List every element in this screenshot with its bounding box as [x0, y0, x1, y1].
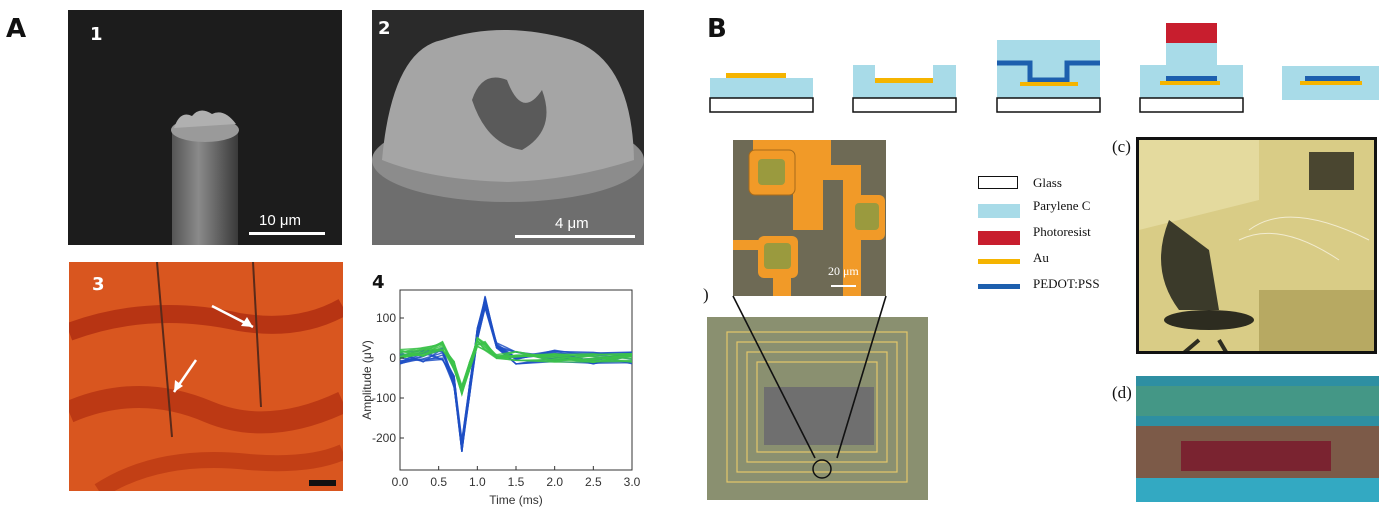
legend-label-pedot: PEDOT:PSS	[1033, 276, 1100, 291]
waveform-trace-series-1	[399, 298, 633, 453]
fab-step-1	[709, 73, 814, 113]
waveform-trace-series-1	[399, 300, 633, 445]
electrode-pad-micrograph: 20 μm	[733, 140, 886, 296]
fabrication-steps-diagram	[709, 23, 1379, 113]
x-tick-label: 3.0	[624, 475, 641, 489]
lab-setup-photo	[1136, 137, 1377, 354]
fab-step-2	[852, 65, 957, 113]
device-cross-section-illustration	[1136, 376, 1379, 502]
subpanel-3-number: 3	[92, 274, 105, 295]
legend-label-photoresist: Photoresist	[1033, 224, 1091, 239]
scale-label-1: 10 μm	[259, 212, 301, 229]
waveform-trace-series-1	[399, 297, 633, 452]
waveform-trace-series-1	[399, 297, 633, 445]
y-tick-label: 100	[376, 311, 396, 325]
waveform-trace-series-1	[399, 304, 633, 449]
plot-frame	[399, 289, 633, 471]
x-tick-label: 2.0	[546, 475, 563, 489]
electrode-array-illustration	[707, 317, 928, 500]
electrode-array-photo	[707, 317, 928, 500]
lab-setup-illustration	[1139, 140, 1374, 351]
legend-swatch-photoresist	[978, 231, 1020, 245]
electrode-pad-illustration	[733, 140, 885, 296]
x-tick-label: 0.5	[430, 475, 447, 489]
fab-step-4	[1139, 23, 1244, 113]
x-tick-label: 0.0	[392, 475, 409, 489]
waveform-trace-series-1	[399, 304, 633, 442]
sem-image-tip-zoom: 2 4 μm	[372, 10, 644, 245]
x-tick-label: 1.0	[469, 475, 486, 489]
subpanel-2-number: 2	[378, 18, 391, 39]
spike-waveform-chart: 0.0 0.5 1.0 1.5 2.0 2.5 3.0 100 0 -100 -200 Time (…	[360, 289, 641, 507]
legend-label-glass: Glass	[1033, 175, 1062, 190]
brain-surface-illustration	[69, 262, 343, 491]
panel-c-label: (c)	[1112, 137, 1131, 156]
panel-b-label: B	[707, 14, 727, 44]
legend-swatch-glass	[978, 176, 1018, 189]
x-tick-label: 2.5	[585, 475, 602, 489]
x-tick-label: 1.5	[508, 475, 525, 489]
waveform-trace-series-2	[399, 345, 633, 397]
subpanel-1-number: 1	[90, 24, 103, 45]
sem-electrode-illustration	[171, 110, 239, 245]
legend-swatch-parylene	[978, 204, 1020, 218]
waveform-trace-series-2	[399, 336, 633, 398]
scale-label-2: 4 μm	[555, 215, 589, 232]
subpanel-4-number: 4	[372, 272, 385, 293]
fab-step-3	[996, 40, 1101, 113]
legend-swatch-au	[978, 259, 1020, 264]
device-cross-section-photo	[1136, 376, 1379, 502]
panel-a-label: A	[6, 14, 27, 44]
material-legend: Glass Parylene C Photoresist Au PEDOT:PS…	[978, 172, 1138, 304]
legend-label-parylene: Parylene C	[1033, 198, 1091, 213]
y-tick-label: -100	[372, 391, 396, 405]
y-tick-label: -200	[372, 431, 396, 445]
legend-label-au: Au	[1033, 250, 1049, 265]
panel-d-label: (d)	[1112, 383, 1132, 402]
micrograph-scale-label: 20 μm	[828, 264, 859, 278]
waveform-trace-series-1	[399, 298, 633, 452]
partial-panel-label: )	[703, 285, 709, 304]
scale-bar-2	[515, 235, 635, 238]
scale-bar-1	[249, 232, 325, 235]
sem-tip-zoom-illustration	[372, 30, 644, 245]
waveform-trace-series-1	[399, 301, 633, 441]
y-axis-label: Amplitude (μV)	[360, 340, 374, 420]
waveform-trace-series-1	[399, 295, 633, 442]
waveform-trace-series-1	[399, 305, 633, 450]
legend-swatch-pedot	[978, 284, 1020, 289]
waveform-trace-series-1	[399, 299, 633, 449]
fab-step-5	[1282, 66, 1379, 100]
waveform-trace-series-1	[399, 305, 633, 452]
x-axis-label: Time (ms)	[489, 493, 543, 507]
brain-surface-photo: 3	[69, 262, 343, 491]
sem-image-electrode-tip: 1 10 μm	[68, 10, 342, 245]
y-tick-label: 0	[389, 351, 396, 365]
zoom-connector-lines	[732, 295, 887, 459]
